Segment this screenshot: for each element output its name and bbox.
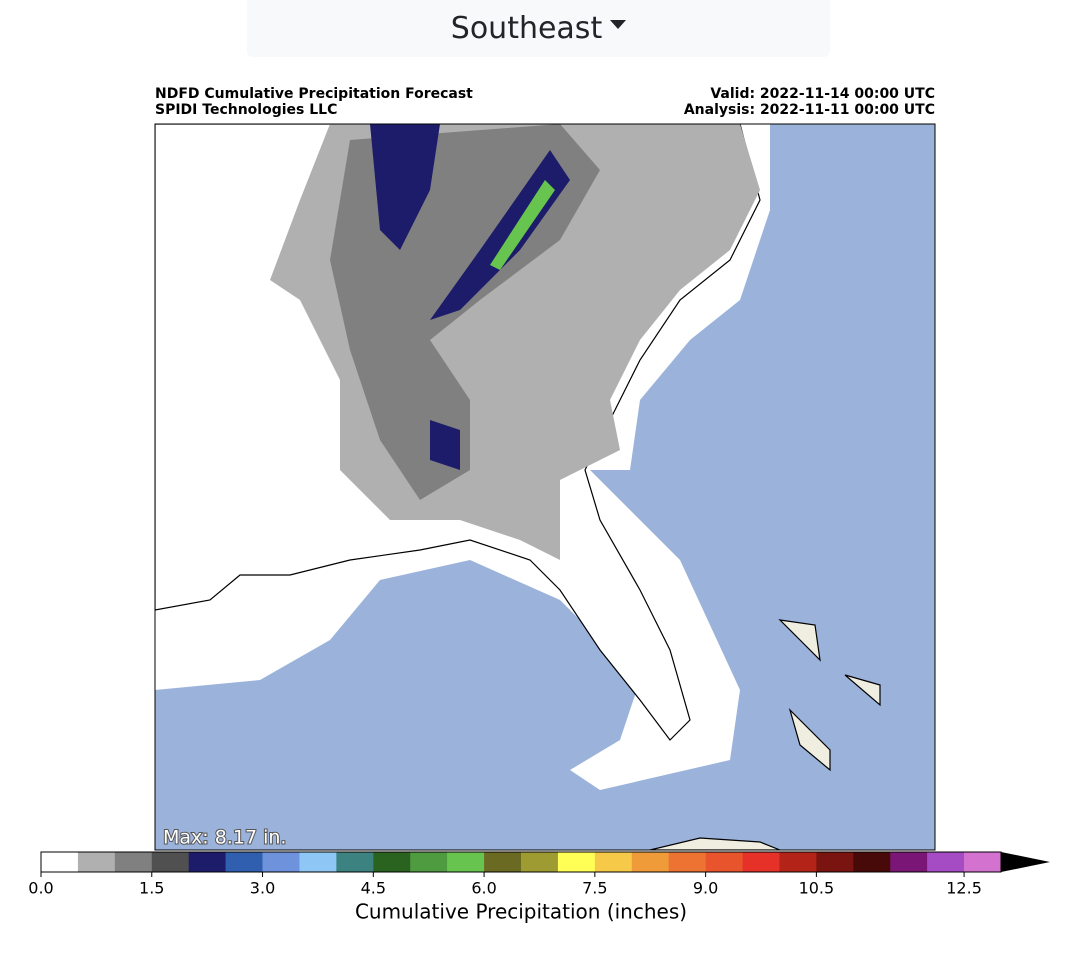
region-dropdown[interactable]: Southeast: [247, 0, 830, 57]
map-area: Max: 8.17 in.: [155, 124, 935, 850]
precip-heavy: [370, 124, 570, 470]
colorbar-tick-label: 0.0: [28, 879, 53, 898]
colorbar-tick-label: 6.0: [471, 879, 496, 898]
colorbar-tick-label: 1.5: [139, 879, 164, 898]
caret[interactable]: [610, 20, 627, 29]
colorbar-cell: [336, 852, 374, 872]
colorbar-cell: [41, 852, 79, 872]
colorbar-cell: [410, 852, 448, 872]
colorbar-outline: [40, 851, 1002, 873]
colorbar-cell: [77, 852, 116, 872]
colorbar-cell: [890, 852, 928, 872]
colorbar-cell: [484, 852, 522, 872]
colorbar: 0.0 1.5 3.0 4.5 6.0 7.5 9.0 10.5 12.5: [28, 851, 1050, 898]
analysis-time: Analysis: 2022-11-11 00:00 UTC: [684, 102, 935, 118]
colorbar-tick-label: 9.0: [693, 879, 718, 898]
region-label[interactable]: Southeast: [450, 11, 603, 46]
colorbar-cell: [964, 852, 1002, 872]
colorbar-tick-label: 4.5: [361, 879, 386, 898]
valid-time: Valid: 2022-11-14 00:00 UTC: [710, 86, 935, 102]
colorbar-cell: [225, 852, 263, 872]
max-label: Max: 8.17 in.: [163, 827, 286, 849]
colorbar-cell: [631, 852, 669, 872]
colorbar-cell: [705, 852, 743, 872]
colorbar-cell: [557, 852, 596, 872]
colorbar-cell: [299, 852, 337, 872]
precip-max: [490, 180, 555, 270]
colorbar-cell: [816, 852, 854, 872]
colorbar-cell: [742, 852, 780, 872]
colorbar-cell: [151, 852, 189, 872]
colorbar-cell: [779, 852, 817, 872]
colorbar-cell: [114, 852, 153, 872]
colorbar-cell: [373, 852, 411, 872]
colorbar-tick-label: 10.5: [799, 879, 835, 898]
colorbar-tick-label: 7.5: [582, 879, 607, 898]
colorbar-tick-label: 3.0: [250, 879, 275, 898]
colorbar-cell: [447, 852, 485, 872]
map-subtitle: SPIDI Technologies LLC: [155, 102, 337, 118]
map-frame: [154, 123, 936, 851]
colorbar-cell: [188, 852, 226, 872]
colorbar-tick-label: 12.5: [946, 879, 982, 898]
colorbar-cell: [668, 852, 706, 872]
colorbar-cell: [262, 852, 300, 872]
colorbar-cell: [594, 852, 633, 872]
colorbar-cell: [853, 852, 891, 872]
map-title: NDFD Cumulative Precipitation Forecast: [155, 86, 473, 102]
islands: [649, 619, 881, 850]
colorbar-cell: [521, 852, 559, 872]
colorbar-label: Cumulative Precipitation (inches): [355, 900, 687, 924]
colorbar-extend: [1001, 852, 1050, 872]
colorbar-cell: [927, 852, 965, 872]
